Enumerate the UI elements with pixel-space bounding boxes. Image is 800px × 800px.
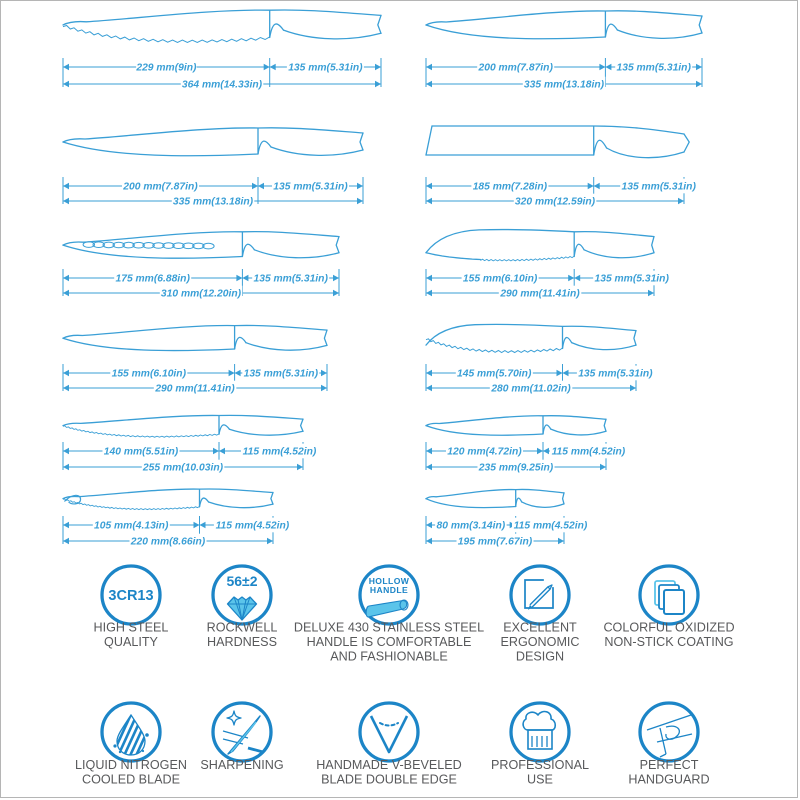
svg-text:SHARPENING: SHARPENING [200, 758, 283, 772]
svg-text:105 mm(4.13in): 105 mm(4.13in) [94, 521, 169, 532]
svg-text:DESIGN: DESIGN [516, 650, 564, 664]
svg-text:QUALITY: QUALITY [104, 635, 158, 649]
svg-text:135 mm(5.31in): 135 mm(5.31in) [244, 369, 319, 380]
svg-text:LIQUID NITROGEN: LIQUID NITROGEN [75, 758, 187, 772]
svg-text:175 mm(6.88in): 175 mm(6.88in) [115, 274, 190, 285]
svg-text:AND FASHIONABLE: AND FASHIONABLE [330, 650, 448, 664]
svg-text:ROCKWELL: ROCKWELL [207, 621, 278, 635]
svg-text:PERFECT: PERFECT [640, 758, 699, 772]
svg-text:115 mm(4.52in): 115 mm(4.52in) [243, 447, 317, 458]
svg-text:COOLED BLADE: COOLED BLADE [82, 773, 180, 787]
svg-text:310 mm(12.20in): 310 mm(12.20in) [161, 289, 242, 300]
svg-text:155 mm(6.10in): 155 mm(6.10in) [112, 369, 187, 380]
svg-text:200 mm(7.87in): 200 mm(7.87in) [477, 63, 553, 74]
svg-text:220 mm(8.66in): 220 mm(8.66in) [130, 537, 206, 548]
svg-text:135 mm(5.31in): 135 mm(5.31in) [616, 63, 691, 74]
svg-text:140 mm(5.51in): 140 mm(5.51in) [104, 447, 179, 458]
svg-text:135 mm(5.31in): 135 mm(5.31in) [253, 274, 328, 285]
svg-text:PROFESSIONAL: PROFESSIONAL [491, 758, 589, 772]
svg-text:80 mm(3.14in): 80 mm(3.14in) [437, 521, 506, 532]
svg-text:185 mm(7.28in): 185 mm(7.28in) [473, 182, 548, 193]
svg-text:135 mm(5.31in): 135 mm(5.31in) [578, 369, 653, 380]
svg-text:290 mm(11.41in): 290 mm(11.41in) [499, 289, 580, 300]
svg-text:364 mm(14.33in): 364 mm(14.33in) [182, 80, 263, 91]
svg-text:135 mm(5.31in): 135 mm(5.31in) [594, 274, 669, 285]
svg-text:HIGH STEEL: HIGH STEEL [94, 621, 169, 635]
svg-text:HANDLE: HANDLE [370, 585, 408, 595]
svg-text:115 mm(4.52in): 115 mm(4.52in) [552, 447, 626, 458]
svg-text:NON-STICK COATING: NON-STICK COATING [604, 635, 733, 649]
svg-text:235 mm(9.25in): 235 mm(9.25in) [478, 463, 554, 474]
svg-text:HANDLE IS COMFORTABLE: HANDLE IS COMFORTABLE [307, 635, 472, 649]
svg-text:115 mm(4.52in): 115 mm(4.52in) [216, 521, 290, 532]
svg-text:120 mm(4.72in): 120 mm(4.72in) [447, 447, 522, 458]
svg-text:56±2: 56±2 [226, 573, 257, 589]
svg-text:135 mm(5.31in): 135 mm(5.31in) [621, 182, 696, 193]
svg-text:BLADE DOUBLE EDGE: BLADE DOUBLE EDGE [321, 773, 457, 787]
svg-text:EXCELLENT: EXCELLENT [503, 621, 577, 635]
svg-text:135 mm(5.31in): 135 mm(5.31in) [288, 63, 363, 74]
svg-text:229 mm(9in): 229 mm(9in) [135, 63, 197, 74]
svg-text:335 mm(13.18in): 335 mm(13.18in) [173, 197, 254, 208]
svg-text:HANDMADE V-BEVELED: HANDMADE V-BEVELED [316, 758, 462, 772]
svg-text:HANDGUARD: HANDGUARD [628, 773, 709, 787]
svg-text:DELUXE 430 STAINLESS STEEL: DELUXE 430 STAINLESS STEEL [294, 621, 484, 635]
svg-text:145 mm(5.70in): 145 mm(5.70in) [457, 369, 532, 380]
svg-text:335 mm(13.18in): 335 mm(13.18in) [524, 80, 605, 91]
svg-text:320 mm(12.59in): 320 mm(12.59in) [515, 197, 596, 208]
svg-text:3CR13: 3CR13 [108, 588, 153, 604]
svg-text:290 mm(11.41in): 290 mm(11.41in) [154, 384, 235, 395]
svg-text:195 mm(7.67in): 195 mm(7.67in) [458, 537, 533, 548]
svg-text:255 mm(10.03in): 255 mm(10.03in) [142, 463, 224, 474]
svg-text:135 mm(5.31in): 135 mm(5.31in) [273, 182, 348, 193]
svg-text:USE: USE [527, 773, 553, 787]
svg-text:HARDNESS: HARDNESS [207, 635, 277, 649]
svg-text:ERGONOMIC: ERGONOMIC [500, 635, 579, 649]
svg-text:COLORFUL OXIDIZED: COLORFUL OXIDIZED [603, 621, 734, 635]
svg-text:155 mm(6.10in): 155 mm(6.10in) [463, 274, 538, 285]
svg-text:280 mm(11.02in): 280 mm(11.02in) [490, 384, 571, 395]
svg-text:200 mm(7.87in): 200 mm(7.87in) [122, 182, 198, 193]
svg-text:115 mm(4.52in): 115 mm(4.52in) [514, 521, 588, 532]
